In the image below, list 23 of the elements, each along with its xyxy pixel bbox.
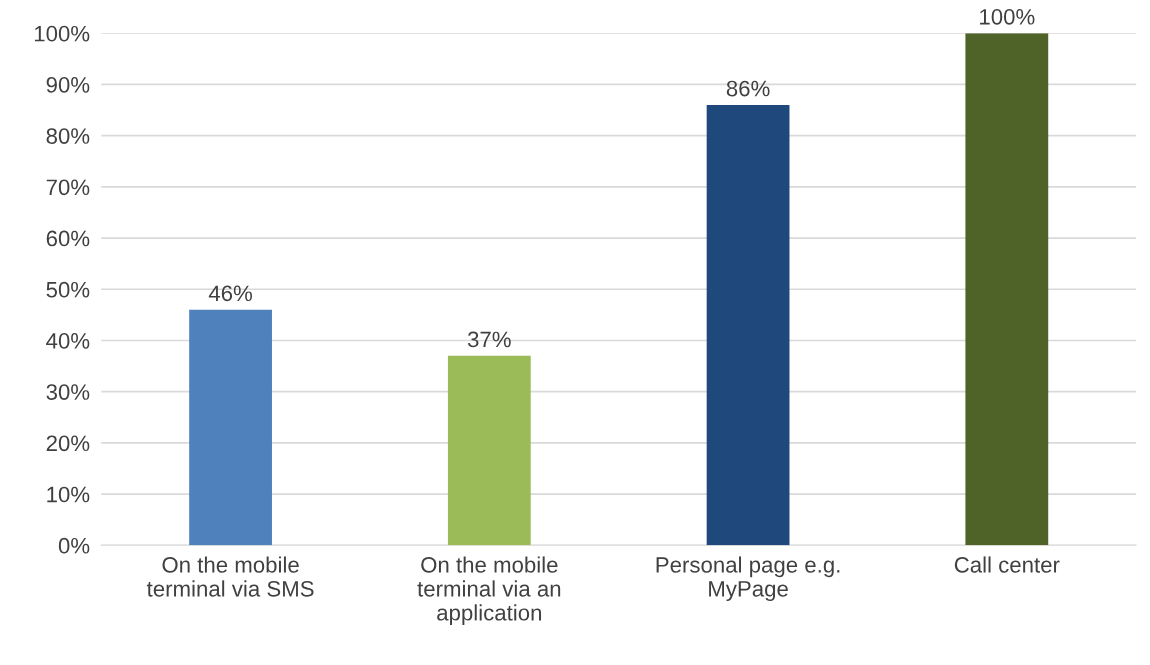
- data-label: 86%: [726, 80, 770, 97]
- y-tick-label: 40%: [46, 333, 90, 349]
- y-tick-label: 90%: [46, 76, 90, 93]
- x-tick-label: Personal page e.g. MyPage: [656, 556, 840, 602]
- y-tick-label: 10%: [47, 486, 90, 503]
- bar: [447, 355, 531, 546]
- y-tick-label: 70%: [46, 179, 90, 196]
- data-label: 46%: [208, 285, 253, 302]
- y-tick-label: 80%: [46, 128, 90, 144]
- y-tick-label: 50%: [46, 281, 90, 298]
- data-label: 37%: [467, 331, 511, 348]
- data-label: 100%: [980, 8, 1035, 25]
- y-tick-label: 0%: [58, 537, 90, 554]
- y-tick-label: 100%: [34, 25, 90, 42]
- bar: [189, 309, 272, 546]
- y-tick-label: 60%: [46, 230, 90, 247]
- x-tick-label: On the mobile terminal via SMS: [146, 556, 314, 597]
- y-tick-label: 30%: [46, 384, 90, 400]
- bar: [706, 104, 790, 546]
- x-tick-label: On the mobile terminal via an application: [417, 556, 561, 625]
- x-tick-label: Call center: [954, 556, 1060, 573]
- bar: [965, 33, 1049, 546]
- y-tick-label: 20%: [46, 435, 90, 452]
